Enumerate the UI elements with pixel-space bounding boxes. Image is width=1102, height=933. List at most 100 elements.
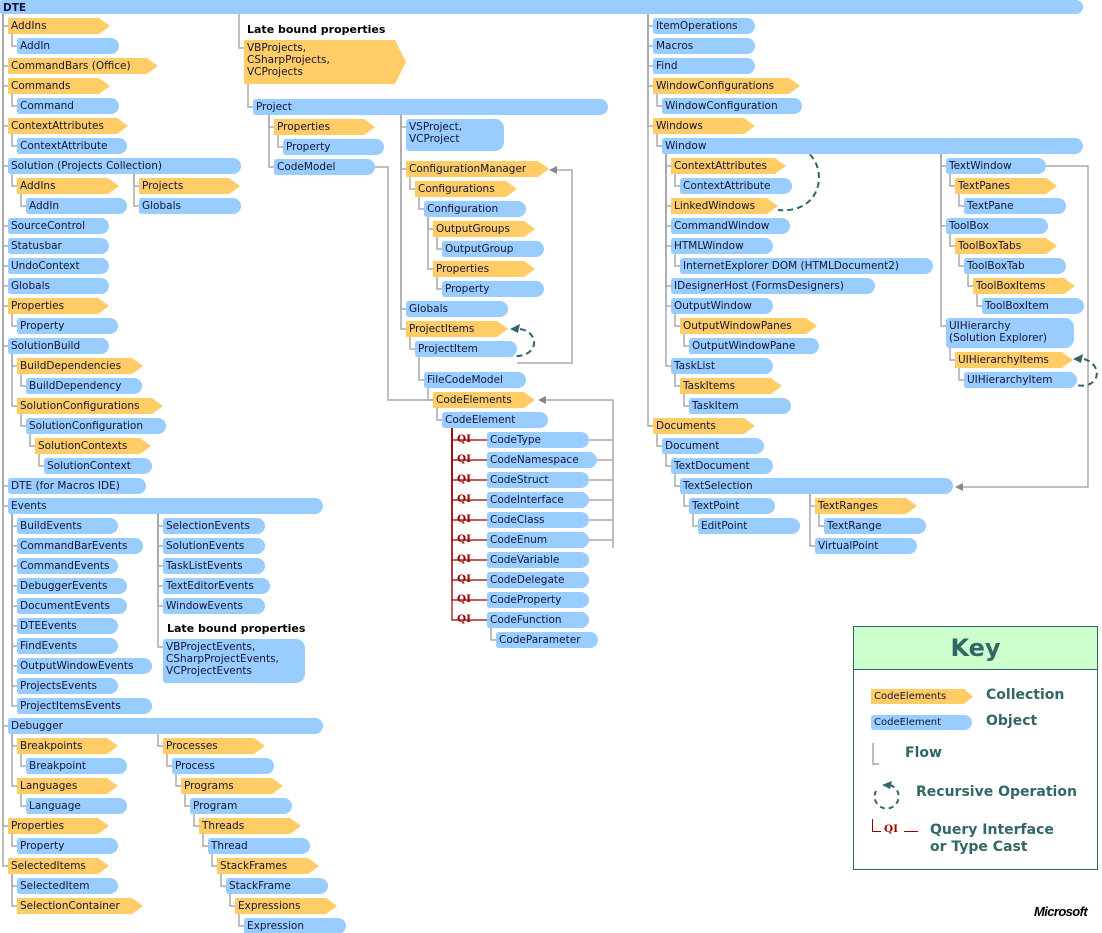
- flow-connector: [418, 357, 424, 381]
- flow-connector: [967, 274, 973, 287]
- object-node: CommandBarEvents: [17, 538, 143, 554]
- object-node: HTMLWindow: [671, 238, 773, 254]
- key-recursive-label: Recursive Operation: [916, 784, 1077, 800]
- qi-label: QI: [457, 473, 472, 485]
- collection-node: TextPanes: [955, 178, 1057, 194]
- qi-label: QI: [457, 593, 472, 605]
- collection-node: Properties: [433, 261, 535, 277]
- uihierarchy-recursive-icon: [1075, 358, 1098, 387]
- flow-connector: [665, 454, 671, 467]
- object-node: Window: [662, 138, 1083, 154]
- collection-node: Languages: [17, 778, 118, 794]
- flow-connector: [490, 628, 496, 641]
- flow-connector: [409, 177, 415, 190]
- key-flow-label: Flow: [905, 745, 942, 761]
- object-node: CodeElement: [442, 412, 548, 428]
- late-bound-events-heading: Late bound properties: [167, 622, 306, 635]
- flow-connector: [238, 914, 244, 927]
- qi-label: QI: [457, 573, 472, 585]
- object-node: StackFrame: [226, 878, 328, 894]
- object-node: Globals: [406, 301, 508, 317]
- object-node: TextRange: [824, 518, 926, 534]
- object-node: Program: [190, 798, 292, 814]
- object-node: ProjectItem: [415, 341, 517, 357]
- key-collection-sample: CodeElements: [871, 689, 973, 704]
- collection-node: CommandBars (Office): [8, 58, 158, 74]
- object-node: OutputWindowPane: [689, 338, 819, 354]
- flow-connector: [949, 348, 955, 361]
- collection-node: Expressions: [235, 898, 337, 914]
- collection-node: ContextAttributes: [671, 158, 786, 174]
- flow-arrow: [549, 166, 557, 174]
- object-node: Language: [26, 798, 127, 814]
- key-qi-tail: [904, 831, 918, 832]
- key-recursive-icon: [873, 781, 900, 810]
- flow-arrow: [955, 483, 963, 491]
- object-node: SelectedItem: [17, 878, 118, 894]
- collection-node: Documents: [653, 418, 755, 434]
- flow-connector: [436, 277, 442, 290]
- object-node: VSProject, VCProject: [406, 119, 504, 151]
- object-node: DTE: [0, 0, 1083, 14]
- flow-connector: [818, 514, 824, 527]
- flow-connector: [277, 135, 283, 148]
- object-node: TextSelection: [680, 478, 953, 494]
- flow-connector: [20, 414, 26, 427]
- flow-arrow: [538, 396, 546, 404]
- flow-connector: [427, 217, 433, 270]
- flow-connector: [20, 794, 26, 807]
- object-node: CommandWindow: [671, 218, 790, 234]
- object-node: TextWindow: [946, 158, 1046, 174]
- flow-connector: [220, 874, 226, 887]
- collection-node: VBProjects, CSharpProjects, VCProjects: [244, 40, 406, 84]
- object-node: UndoContext: [8, 258, 109, 274]
- flow-connector: [238, 14, 244, 49]
- key-collection-label: Collection: [986, 687, 1065, 703]
- flow-connector: [674, 474, 680, 487]
- object-node: Property: [17, 318, 118, 334]
- object-node: CodeClass: [487, 512, 589, 528]
- flow-connector: [229, 894, 235, 907]
- object-node: SolutionContext: [44, 458, 152, 474]
- collection-node: UIHierarchyItems: [955, 352, 1073, 368]
- object-node: ToolBoxTab: [964, 258, 1066, 274]
- flow-connector: [38, 454, 44, 467]
- flow-connector: [940, 154, 946, 327]
- collection-node: Programs: [181, 778, 283, 794]
- object-node: ContextAttribute: [17, 138, 127, 154]
- object-node: UIHierarchyItem: [964, 372, 1077, 388]
- object-node: WindowConfiguration: [662, 98, 802, 114]
- flow-connector: [949, 234, 955, 247]
- recursive-arrow-icon: [1073, 354, 1083, 363]
- object-node: OutputWindowEvents: [17, 658, 152, 674]
- object-node: BuildDependency: [26, 378, 142, 394]
- object-node: ContextAttribute: [680, 178, 792, 194]
- object-node: CodeEnum: [487, 532, 589, 548]
- object-node: Debugger: [8, 718, 323, 734]
- object-node: Property: [283, 139, 384, 155]
- object-node: Breakpoint: [26, 758, 127, 774]
- object-node: Property: [442, 281, 544, 297]
- object-node: WindowEvents: [163, 598, 265, 614]
- object-node: Document: [662, 438, 764, 454]
- object-node: Globals: [8, 278, 109, 294]
- collection-node: ProjectItems: [406, 321, 508, 337]
- flow-connector: [20, 754, 26, 767]
- collection-node: Breakpoints: [17, 738, 118, 754]
- codemodel-to-codeelements-flow: [375, 166, 433, 401]
- flow-connector: [656, 94, 662, 107]
- collection-node: StackFrames: [217, 858, 319, 874]
- object-node: DTE (for Macros IDE): [8, 478, 146, 494]
- flow-connector: [11, 314, 17, 327]
- flow-connector: [436, 408, 442, 421]
- collection-node: Projects: [139, 178, 240, 194]
- flow-connector: [2, 14, 8, 867]
- collection-node: AddIns: [17, 178, 119, 194]
- object-node: CodeNamespace: [487, 452, 597, 468]
- flow-connector: [11, 174, 17, 187]
- key-qi-label: Query Interface or Type Cast: [930, 822, 1054, 856]
- object-node: VirtualPoint: [815, 538, 917, 554]
- textwindow-to-textselection-flow: [962, 165, 1089, 488]
- flow-connector: [683, 334, 689, 347]
- key-object-label: Object: [986, 713, 1038, 729]
